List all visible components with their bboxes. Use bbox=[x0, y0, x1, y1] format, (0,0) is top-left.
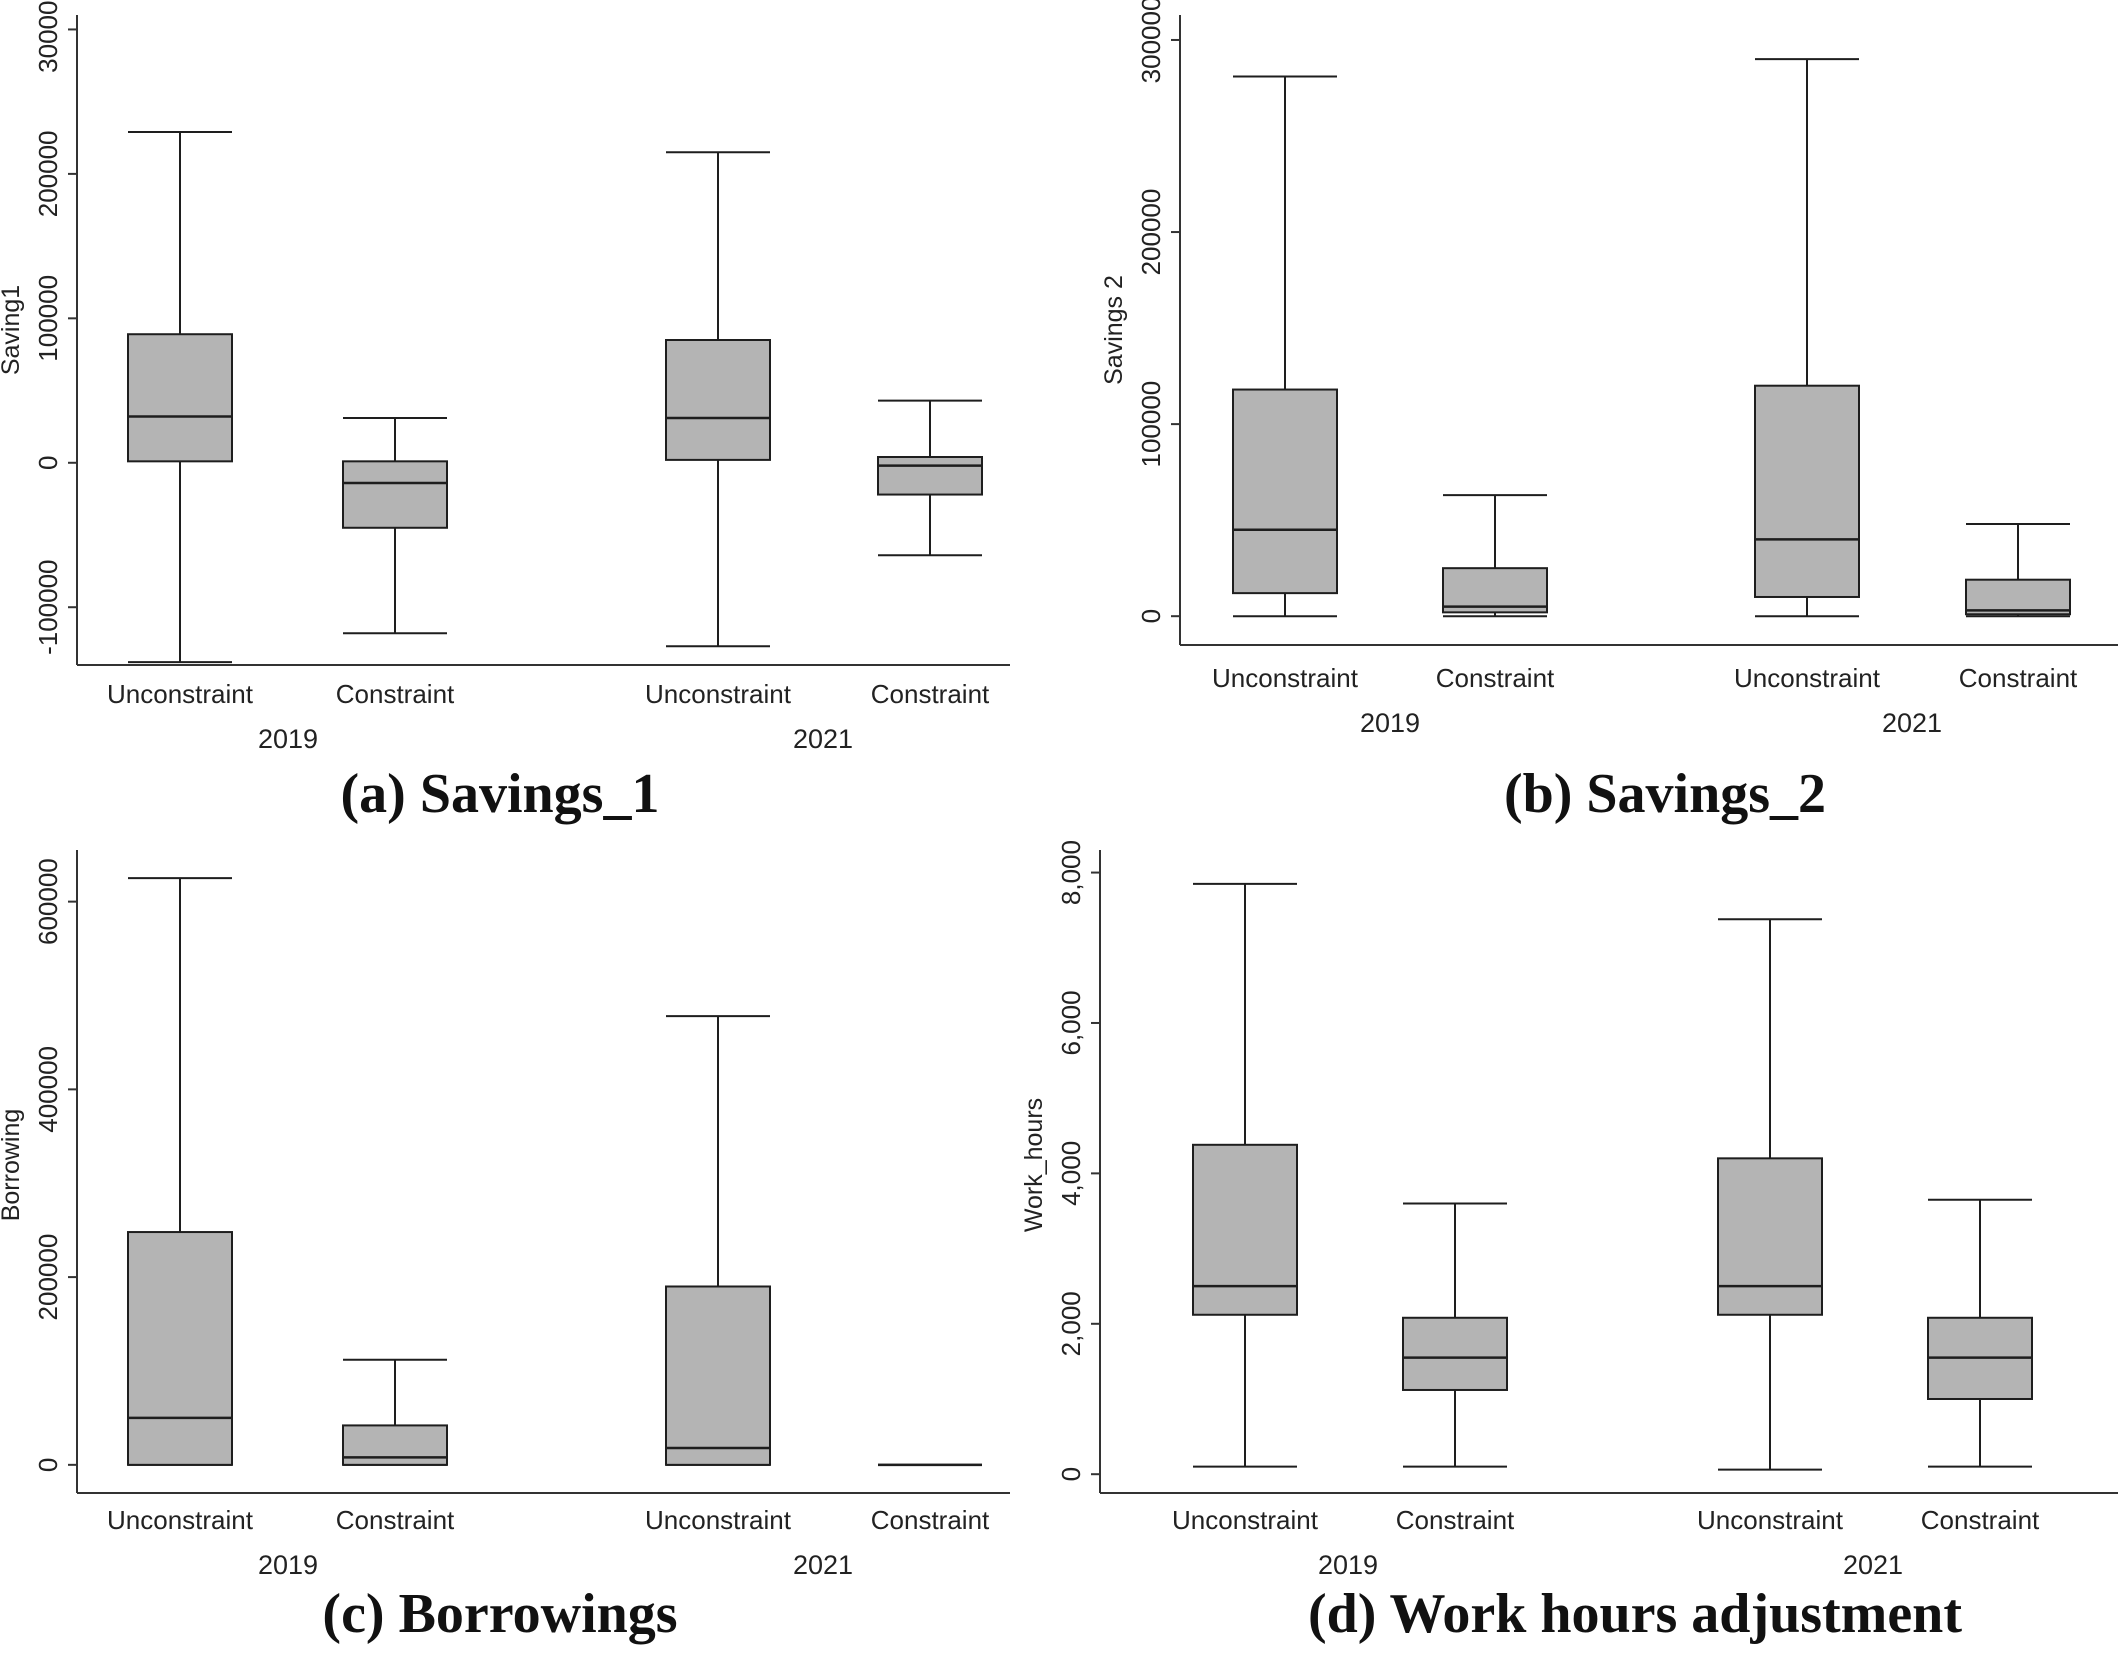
iqr-box bbox=[342, 460, 448, 529]
box-2019-unconstraint bbox=[1232, 75, 1338, 618]
group-label: 2019 bbox=[1360, 708, 1420, 738]
category-label: Unconstraint bbox=[1697, 1505, 1844, 1535]
y-tick-label: 100000 bbox=[33, 275, 63, 362]
iqr-box bbox=[1717, 1157, 1823, 1316]
category-label: Constraint bbox=[336, 1505, 455, 1535]
y-tick-label: 200000 bbox=[33, 131, 63, 218]
box-2021-unconstraint bbox=[665, 151, 771, 648]
group-label: 2021 bbox=[793, 724, 853, 754]
category-label: Constraint bbox=[871, 679, 990, 709]
category-label: Constraint bbox=[336, 679, 455, 709]
panel-caption: (a) Savings_1 bbox=[341, 763, 660, 825]
y-tick-label: 200000 bbox=[1136, 189, 1166, 276]
y-tick-label: 0 bbox=[1056, 1467, 1086, 1481]
box-2021-unconstraint bbox=[665, 1015, 771, 1466]
y-tick-label: 6,000 bbox=[1056, 990, 1086, 1055]
y-tick-label: 8,000 bbox=[1056, 840, 1086, 905]
panel-d-work-hours: 0 2,000 4,000 6,000 8,000 Work_hours Unconstra… bbox=[1020, 840, 2118, 1645]
box-2019-constraint bbox=[342, 417, 448, 635]
iqr-box bbox=[1232, 388, 1338, 595]
group-label: 2021 bbox=[793, 1550, 853, 1580]
panel-caption: (b) Savings_2 bbox=[1504, 763, 1826, 825]
group-label: 2019 bbox=[258, 724, 318, 754]
y-tick-label: 0 bbox=[1136, 609, 1166, 623]
category-label: Unconstraint bbox=[107, 679, 254, 709]
y-tick-label: 4,000 bbox=[1056, 1141, 1086, 1206]
iqr-box bbox=[665, 339, 771, 461]
y-tick-label: -100000 bbox=[33, 560, 63, 655]
box-2019-unconstraint bbox=[1192, 882, 1298, 1468]
category-label: Constraint bbox=[1959, 663, 2078, 693]
category-label: Unconstraint bbox=[1734, 663, 1881, 693]
box-2021-constraint bbox=[1927, 1198, 2033, 1468]
iqr-box bbox=[127, 1231, 233, 1466]
box-2021-unconstraint bbox=[1717, 918, 1823, 1471]
iqr-box bbox=[342, 1424, 448, 1466]
category-label: Constraint bbox=[1436, 663, 1555, 693]
category-label: Constraint bbox=[1396, 1505, 1515, 1535]
y-tick-label: 200000 bbox=[33, 1234, 63, 1321]
category-label: Unconstraint bbox=[645, 1505, 792, 1535]
panel-b-savings-2: 0 100000 200000 300000 Savings 2 Unconstraint… bbox=[1100, 0, 2118, 825]
y-tick-label: 400000 bbox=[33, 1046, 63, 1133]
box-2019-constraint bbox=[1402, 1202, 1508, 1468]
y-tick-label: 2,000 bbox=[1056, 1291, 1086, 1356]
category-label: Unconstraint bbox=[1212, 663, 1359, 693]
y-axis-title: Borrowing bbox=[0, 1109, 25, 1222]
y-tick-label: 300000 bbox=[1136, 0, 1166, 83]
iqr-box bbox=[1965, 578, 2071, 616]
y-axis-title: Savings 2 bbox=[1100, 275, 1128, 385]
box-2019-unconstraint bbox=[127, 131, 233, 664]
box-2021-constraint bbox=[1965, 522, 2071, 618]
y-tick-label: 100000 bbox=[1136, 381, 1166, 468]
iqr-box bbox=[1402, 1316, 1508, 1391]
group-label: 2021 bbox=[1882, 708, 1942, 738]
box-2021-unconstraint bbox=[1754, 58, 1860, 618]
y-axis-title: Work_hours bbox=[1020, 1098, 1048, 1232]
y-axis-title: Saving1 bbox=[0, 285, 25, 375]
box-2019-unconstraint bbox=[127, 877, 233, 1466]
iqr-box bbox=[665, 1285, 771, 1466]
box-2019-constraint bbox=[342, 1358, 448, 1466]
category-label: Unconstraint bbox=[107, 1505, 254, 1535]
group-label: 2019 bbox=[258, 1550, 318, 1580]
panel-caption: (d) Work hours adjustment bbox=[1308, 1583, 1962, 1645]
category-label: Unconstraint bbox=[645, 679, 792, 709]
iqr-box bbox=[1754, 384, 1860, 598]
y-tick-label: 0 bbox=[33, 456, 63, 470]
y-tick-label: 600000 bbox=[33, 858, 63, 945]
category-label: Constraint bbox=[1921, 1505, 2040, 1535]
category-label: Unconstraint bbox=[1172, 1505, 1319, 1535]
iqr-box bbox=[1192, 1143, 1298, 1316]
panel-caption: (c) Borrowings bbox=[322, 1583, 677, 1645]
box-2021-constraint bbox=[877, 399, 983, 557]
y-tick-label: 0 bbox=[33, 1458, 63, 1472]
y-tick-label: 300000 bbox=[33, 0, 63, 73]
iqr-box bbox=[127, 333, 233, 463]
panel-a-savings-1: -100000 0 100000 200000 300000 Saving1 Unconst… bbox=[0, 0, 1010, 825]
category-label: Constraint bbox=[871, 1505, 990, 1535]
group-label: 2019 bbox=[1318, 1550, 1378, 1580]
box-2019-constraint bbox=[1442, 494, 1548, 618]
iqr-box bbox=[877, 456, 983, 496]
iqr-box bbox=[1442, 567, 1548, 614]
panel-c-borrowings: 0 200000 400000 600000 Borrowing Unconstraint… bbox=[0, 850, 1010, 1645]
group-label: 2021 bbox=[1843, 1550, 1903, 1580]
